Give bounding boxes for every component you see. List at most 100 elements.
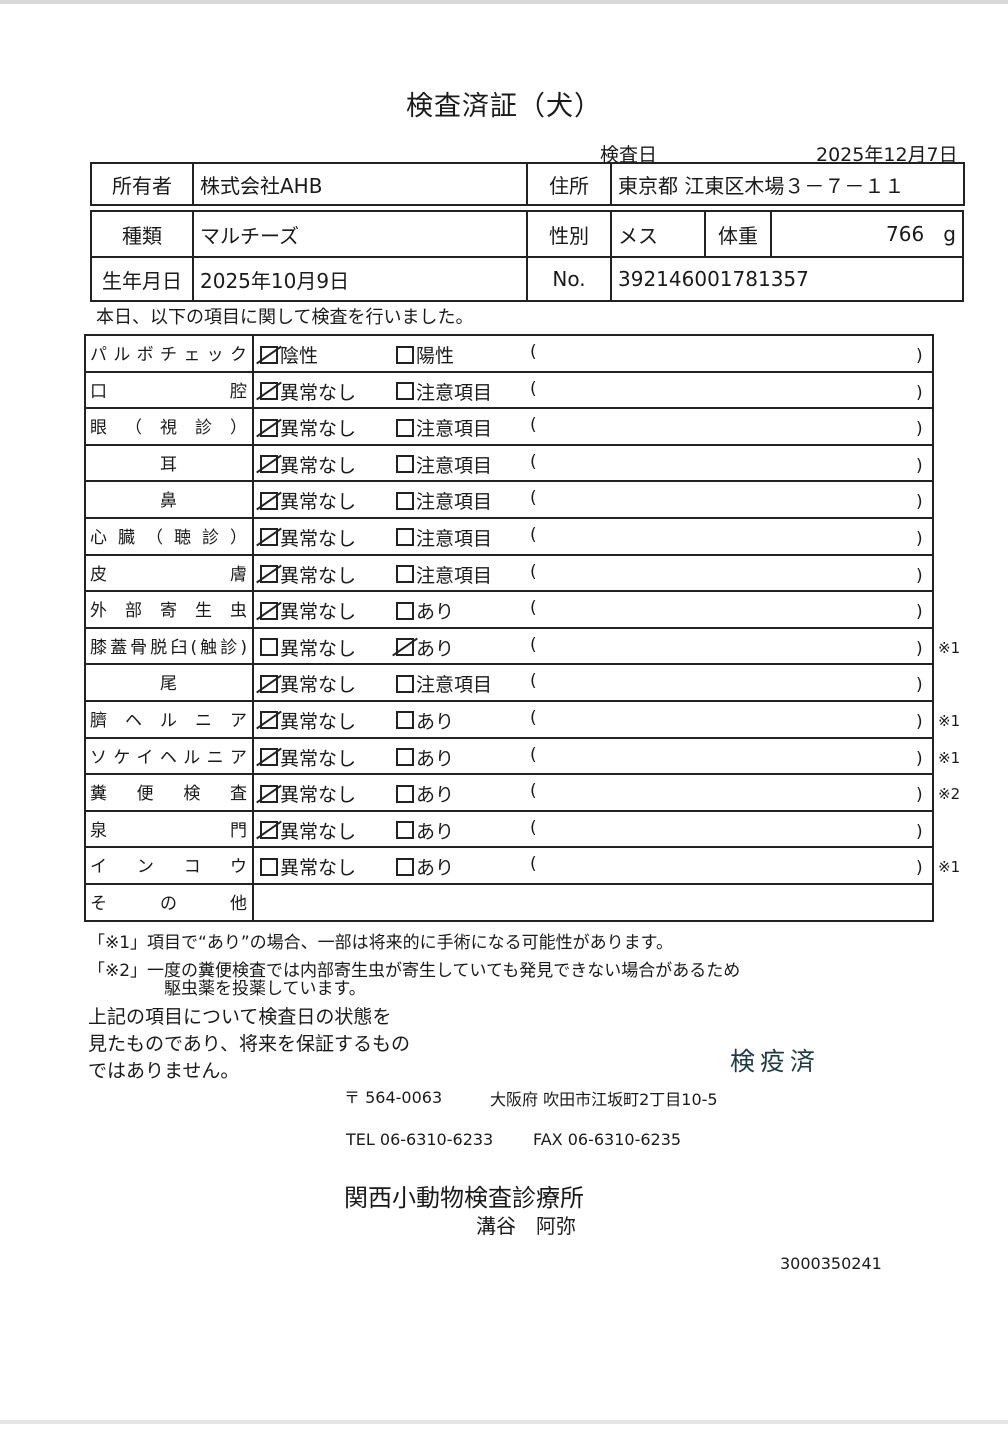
checkbox-icon[interactable]: [260, 565, 278, 584]
exam-item-label: 耳: [160, 454, 178, 475]
option-label: 異常なし: [280, 418, 357, 441]
option-2[interactable]: 注意項目: [396, 487, 492, 514]
option-label: あり: [416, 601, 455, 624]
checkbox-icon[interactable]: [260, 638, 278, 657]
checkbox-icon[interactable]: [260, 528, 278, 547]
document-title: 検査済証（犬）: [406, 91, 602, 122]
option-2[interactable]: 陽性: [396, 341, 454, 368]
exam-row: 泉門 異常なし あり ( ): [86, 811, 934, 849]
remark-close-paren: ): [916, 419, 923, 440]
option-2[interactable]: あり: [396, 597, 454, 624]
remark-close-paren: ): [916, 638, 923, 659]
checkbox-icon[interactable]: [396, 711, 414, 730]
option-1[interactable]: 異常なし: [260, 524, 356, 551]
option-1[interactable]: 異常なし: [260, 670, 356, 697]
exam-item-label: インコウ: [90, 857, 248, 878]
column-divider: [252, 775, 254, 810]
animal-table: 種類 マルチーズ 性別 メス 体重 766 g 生年月日 2025年10月9日 …: [90, 210, 964, 302]
option-1[interactable]: 異常なし: [260, 487, 356, 514]
checkbox-icon[interactable]: [260, 674, 278, 693]
exam-row: 眼（視診） 異常なし 注意項目 ( ): [86, 409, 934, 446]
checkbox-icon[interactable]: [260, 711, 278, 730]
option-1[interactable]: 異常なし: [260, 414, 356, 441]
option-2[interactable]: あり: [396, 780, 454, 807]
option-2[interactable]: あり: [396, 744, 454, 771]
disclaimer-line: ではありません。: [88, 1060, 240, 1082]
option-1[interactable]: 異常なし: [260, 780, 356, 807]
checkbox-icon[interactable]: [396, 455, 414, 474]
option-label: 異常なし: [280, 564, 357, 587]
option-label: 陰性: [280, 345, 319, 367]
exam-item-label: 口腔: [90, 381, 248, 402]
option-2[interactable]: 注意項目: [396, 378, 492, 405]
option-1[interactable]: 異常なし: [260, 561, 356, 588]
option-2[interactable]: 注意項目: [396, 451, 492, 478]
option-1[interactable]: 異常なし: [260, 451, 356, 478]
option-2[interactable]: 注意項目: [396, 561, 492, 588]
remark-open-paren: (: [530, 488, 537, 509]
option-2[interactable]: あり: [396, 817, 454, 844]
exam-row: 膝蓋骨脱臼(触診) 異常なし あり ( ) ※1: [86, 628, 960, 666]
checkbox-icon[interactable]: [260, 857, 278, 876]
clinic-name: 関西小動物検査診療所: [344, 1184, 584, 1212]
checkbox-icon[interactable]: [396, 784, 414, 803]
option-1[interactable]: 陰性: [260, 341, 318, 368]
remark-open-paren: (: [530, 781, 537, 802]
checkbox-icon[interactable]: [260, 491, 278, 510]
remark-close-paren: ): [916, 455, 923, 476]
option-2[interactable]: 注意項目: [396, 524, 492, 551]
number-value: 392146001781357: [610, 256, 964, 302]
checkbox-icon[interactable]: [260, 821, 278, 840]
exam-item-label: 泉門: [90, 820, 248, 841]
option-2[interactable]: あり: [396, 853, 454, 880]
checkbox-icon[interactable]: [396, 491, 414, 510]
remark-open-paren: (: [530, 634, 537, 655]
option-1[interactable]: 異常なし: [260, 744, 356, 771]
checkbox-icon[interactable]: [396, 528, 414, 547]
option-2[interactable]: あり: [396, 634, 454, 661]
option-1[interactable]: 異常なし: [260, 817, 356, 844]
breed-value: マルチーズ: [192, 210, 528, 258]
exam-row: 尾 異常なし 注意項目 ( ): [86, 665, 934, 702]
option-label: あり: [416, 784, 455, 807]
option-1[interactable]: 異常なし: [260, 853, 356, 880]
sex-label: 性別: [526, 210, 612, 258]
checkbox-icon[interactable]: [260, 601, 278, 620]
option-1[interactable]: 異常なし: [260, 707, 356, 734]
checkbox-icon[interactable]: [396, 565, 414, 584]
option-1[interactable]: 異常なし: [260, 378, 356, 405]
checkbox-icon[interactable]: [260, 418, 278, 437]
option-2[interactable]: 注意項目: [396, 414, 492, 441]
checkbox-icon[interactable]: [396, 821, 414, 840]
remark-close-paren: ): [916, 565, 923, 586]
checkbox-icon[interactable]: [396, 382, 414, 401]
checkbox-icon[interactable]: [396, 674, 414, 693]
checkbox-icon[interactable]: [396, 857, 414, 876]
option-label: 異常なし: [280, 601, 357, 624]
remark-open-paren: (: [530, 744, 537, 765]
checkbox-icon[interactable]: [260, 784, 278, 803]
exam-item-label: 皮膚: [90, 564, 248, 585]
exam-item-label: ソケイヘルニア: [90, 747, 248, 768]
checkbox-icon[interactable]: [260, 345, 278, 364]
exam-row: 心臓（聴診） 異常なし 注意項目 ( ): [86, 518, 934, 556]
checkbox-icon[interactable]: [260, 455, 278, 474]
option-2[interactable]: 注意項目: [396, 670, 492, 697]
exam-date-label: 検査日: [600, 144, 658, 166]
option-1[interactable]: 異常なし: [260, 634, 356, 661]
remark-open-paren: (: [530, 817, 537, 838]
checkbox-icon[interactable]: [396, 345, 414, 364]
option-label: 注意項目: [416, 564, 493, 587]
checkbox-icon[interactable]: [396, 638, 414, 657]
checkbox-icon[interactable]: [260, 382, 278, 401]
exam-row: 皮膚 異常なし 注意項目 ( ): [86, 555, 934, 593]
exam-row: パルボチェック 陰性 陽性 ( ): [86, 336, 934, 373]
option-2[interactable]: あり: [396, 707, 454, 734]
column-divider: [252, 811, 254, 847]
remark-close-paren: ): [916, 821, 923, 842]
checkbox-icon[interactable]: [396, 601, 414, 620]
checkbox-icon[interactable]: [396, 748, 414, 767]
checkbox-icon[interactable]: [396, 418, 414, 437]
option-1[interactable]: 異常なし: [260, 597, 356, 624]
checkbox-icon[interactable]: [260, 748, 278, 767]
